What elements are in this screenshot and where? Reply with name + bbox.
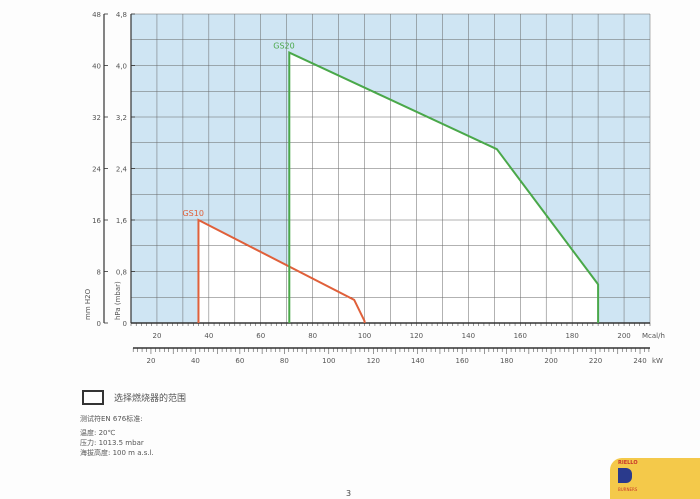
x2-tick-label: 60 [235, 357, 244, 365]
x2-tick-label: 180 [500, 357, 513, 365]
note-line: 海拔高度: 100 m a.s.l. [80, 449, 154, 457]
series-line-gs10 [197, 218, 366, 323]
x-tick-label: 180 [565, 332, 578, 340]
x-tick-label: 140 [462, 332, 475, 340]
y-axis-label: hPa (mbar) [114, 281, 122, 320]
legend: 选择燃烧器的范围 [82, 390, 186, 405]
riello-logo: RIELLO BURNERS [610, 458, 700, 499]
x-axis-label: Mcal/h [642, 332, 665, 340]
series-line-gs20 [288, 51, 600, 323]
y-tick-label: 2,4 [116, 166, 128, 174]
y2-tick-label: 8 [97, 269, 101, 277]
series-label-gs20: GS20 [273, 42, 294, 51]
x-tick-label: 60 [256, 332, 265, 340]
series-label-gs10: GS10 [182, 209, 203, 218]
legend-label: 选择燃烧器的范围 [114, 394, 187, 404]
note-line: 温度: 20℃ [80, 429, 116, 437]
x2-tick-label: 160 [455, 357, 468, 365]
x2-tick-label: 240 [633, 357, 646, 365]
notes-heading: 测试符EN 676标准: [80, 415, 143, 423]
legend-swatch [82, 390, 104, 405]
note-line: 压力: 1013.5 mbar [80, 439, 144, 447]
y2-tick-label: 16 [92, 217, 101, 225]
y2-tick-label: 24 [92, 166, 101, 174]
x2-tick-label: 140 [411, 357, 424, 365]
x-tick-label: 40 [204, 332, 213, 340]
x2-tick-label: 120 [367, 357, 380, 365]
firing-range-chart: GS10 GS20 0 0 0,8 8 1,6 16 2,4 24 3,2 32 4,0 40 4,8 48 h… [84, 11, 665, 365]
y2-tick-label: 48 [92, 11, 101, 19]
y2-tick-label: 32 [92, 114, 101, 122]
y-tick-label: 4,0 [116, 63, 127, 71]
x2-tick-label: 80 [280, 357, 289, 365]
x2-tick-label: 100 [322, 357, 335, 365]
y-tick-label: 0,8 [116, 269, 127, 277]
x2-tick-label: 40 [191, 357, 200, 365]
x-tick-label: 100 [358, 332, 371, 340]
page-number: 3 [346, 489, 352, 498]
x-tick-label: 160 [514, 332, 527, 340]
x2-tick-label: 20 [146, 357, 155, 365]
x-tick-label: 200 [617, 332, 630, 340]
x-tick-label: 20 [152, 332, 161, 340]
y-tick-label: 0 [123, 320, 127, 328]
range-fill [289, 52, 599, 323]
test-conditions: 测试符EN 676标准: 温度: 20℃ 压力: 1013.5 mbar 海拔高… [80, 414, 154, 458]
y2-axis-label: mm H2O [84, 288, 92, 320]
y2-tick-label: 40 [92, 63, 101, 71]
y2-tick-label: 0 [97, 320, 101, 328]
x-tick-label: 80 [308, 332, 317, 340]
x2-tick-label: 200 [544, 357, 557, 365]
y-tick-label: 1,6 [116, 217, 128, 225]
y-tick-label: 4,8 [116, 11, 127, 19]
x2-axis-label: kW [652, 357, 663, 365]
x-tick-label: 120 [410, 332, 423, 340]
x2-tick-label: 220 [589, 357, 602, 365]
y-tick-label: 3,2 [116, 114, 127, 122]
